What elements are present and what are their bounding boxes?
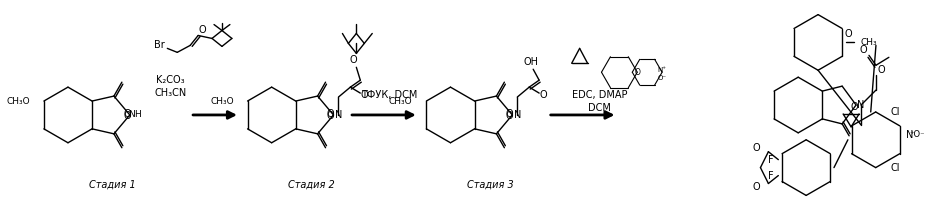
Text: ТФУК, DCM: ТФУК, DCM — [361, 90, 417, 100]
Text: N: N — [857, 100, 865, 110]
Text: O: O — [851, 102, 858, 112]
Text: O: O — [752, 183, 760, 192]
Text: O: O — [327, 111, 334, 121]
Text: O⁻: O⁻ — [658, 75, 666, 81]
Text: O: O — [361, 90, 368, 100]
Text: F: F — [767, 155, 773, 165]
Text: N: N — [128, 110, 135, 119]
Text: N: N — [335, 110, 342, 120]
Text: O: O — [859, 45, 867, 55]
Text: DCM: DCM — [588, 103, 611, 113]
Text: N: N — [514, 110, 521, 120]
Text: Стадия 3: Стадия 3 — [467, 180, 514, 189]
Text: O: O — [506, 111, 514, 121]
Text: CH₃CN: CH₃CN — [154, 88, 186, 98]
Text: O: O — [877, 65, 885, 75]
Text: O: O — [123, 109, 130, 119]
Text: K₂CO₃: K₂CO₃ — [156, 75, 185, 85]
Text: Стадия 1: Стадия 1 — [90, 180, 136, 189]
Text: EDC, DMAP: EDC, DMAP — [572, 90, 627, 100]
Text: CH₃O: CH₃O — [7, 97, 30, 106]
Text: O: O — [634, 68, 640, 77]
Text: N: N — [906, 130, 913, 140]
Text: CH₃: CH₃ — [861, 38, 877, 47]
Text: Br: Br — [155, 40, 165, 51]
Text: OH: OH — [524, 57, 539, 67]
Text: F: F — [767, 171, 773, 181]
Text: O: O — [327, 109, 334, 119]
Text: O: O — [198, 25, 206, 36]
Text: H: H — [134, 110, 142, 119]
Text: O: O — [752, 143, 760, 153]
Text: O: O — [123, 111, 130, 121]
Text: Cl: Cl — [891, 107, 901, 117]
Text: O: O — [349, 55, 357, 65]
Text: Cl: Cl — [891, 163, 901, 173]
Text: O: O — [539, 90, 547, 100]
Text: Стадия 2: Стадия 2 — [288, 180, 335, 189]
Text: O: O — [844, 30, 851, 39]
Text: CH₃O: CH₃O — [210, 97, 234, 106]
Text: N⁺: N⁺ — [658, 67, 666, 73]
Text: ⁺O⁻: ⁺O⁻ — [910, 130, 925, 139]
Text: O: O — [506, 109, 514, 119]
Text: CH₃O: CH₃O — [389, 97, 413, 106]
